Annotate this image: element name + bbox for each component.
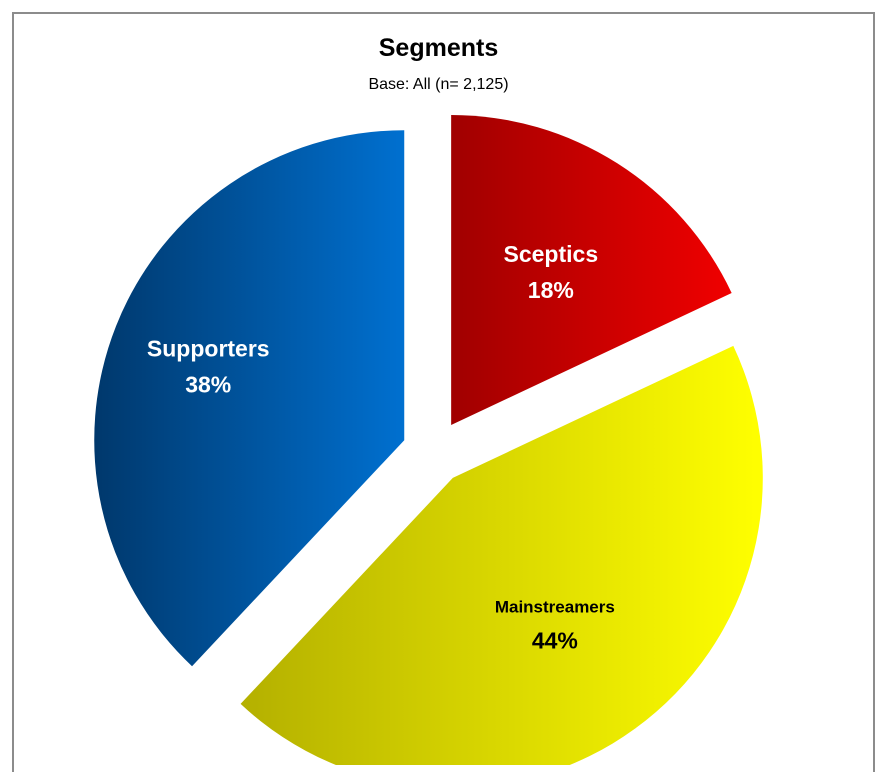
slice-value-mainstreamers: 44% <box>532 627 578 653</box>
slice-value-supporters: 38% <box>185 372 231 398</box>
chart-subtitle: Base: All (n= 2,125) <box>368 76 509 93</box>
slice-label-sceptics: Sceptics <box>504 241 599 267</box>
slice-label-supporters: Supporters <box>147 336 270 362</box>
pie-slice-sceptics <box>451 114 732 425</box>
slice-label-mainstreamers: Mainstreamers <box>495 597 615 616</box>
slice-value-sceptics: 18% <box>528 277 574 303</box>
pie-slices <box>94 114 763 765</box>
pie-slice-mainstreamers <box>240 345 763 765</box>
pie-slice-supporters <box>94 130 405 667</box>
pie-labels: Sceptics 18% Mainstreamers 44% Supporters 38% <box>147 241 615 653</box>
chart-title: Segments <box>378 34 499 62</box>
